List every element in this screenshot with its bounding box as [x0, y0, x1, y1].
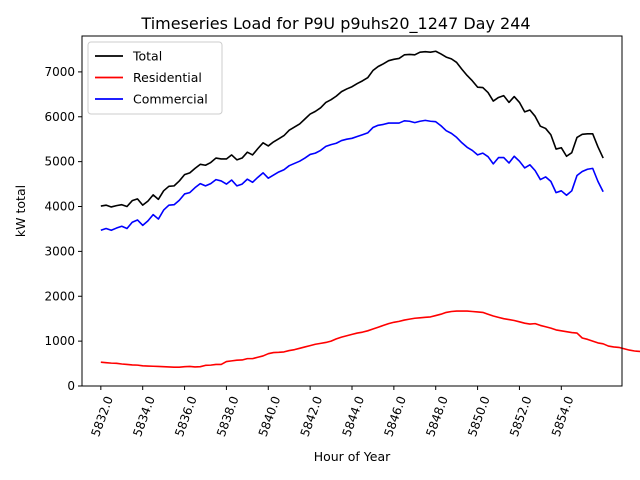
y-tick-label: 4000: [44, 200, 75, 214]
legend: Total Residential Commercial: [87, 41, 223, 115]
y-tick-label: 5000: [44, 155, 75, 169]
y-tick-label: 2000: [44, 289, 75, 303]
y-tick-label: 6000: [44, 110, 75, 124]
y-axis-label: kW total: [13, 185, 28, 237]
legend-label-total: Total: [132, 49, 162, 64]
legend-box: [87, 41, 223, 115]
series-line-total: [100, 50, 604, 208]
legend-label-commercial: Commercial: [133, 92, 208, 107]
y-tick-label: 7000: [44, 65, 75, 79]
series-line-commercial: [100, 119, 604, 232]
x-axis-label: Hour of Year: [314, 449, 391, 464]
series-line-residential: [100, 310, 640, 368]
chart-title: Timeseries Load for P9U p9uhs20_1247 Day…: [140, 14, 530, 34]
legend-label-residential: Residential: [133, 70, 202, 85]
y-tick-label: 3000: [44, 244, 75, 258]
y-axis: 0 1000 2000 3000 4000 5000 6000 7000: [44, 65, 82, 393]
y-tick-label: 0: [67, 379, 75, 393]
plot-area: [81, 35, 640, 387]
y-tick-label: 1000: [44, 334, 75, 348]
